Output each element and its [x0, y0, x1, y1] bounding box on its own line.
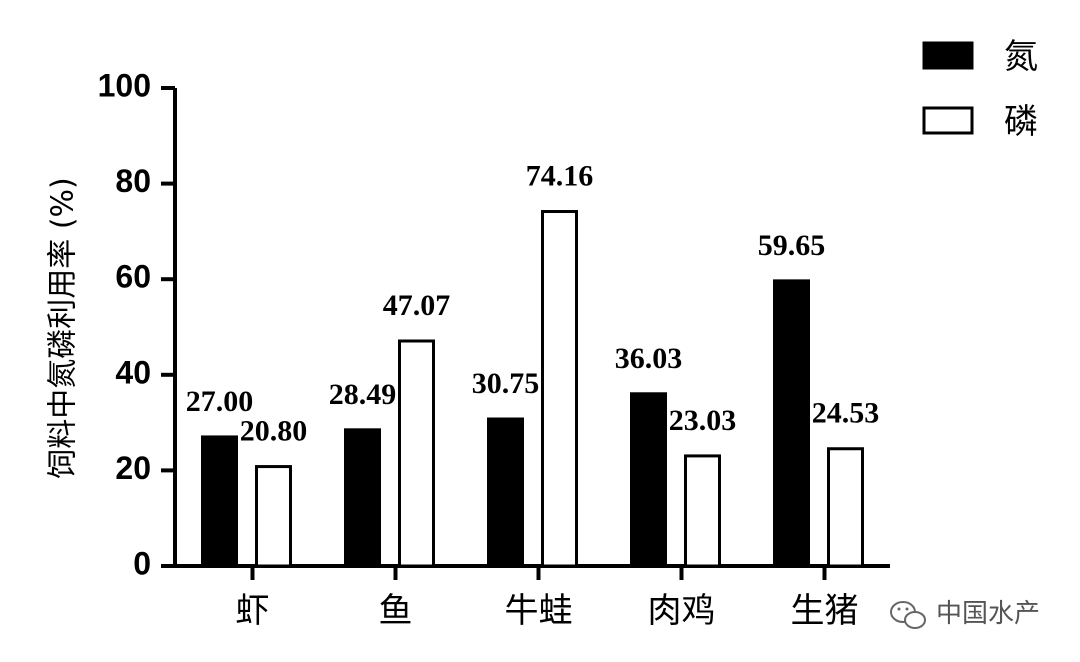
data-label: 27.00 [186, 385, 254, 418]
y-tick-label: 100 [98, 67, 151, 103]
bar-nitrogen [487, 417, 524, 568]
bar-phosphorus [684, 454, 721, 568]
bar-nitrogen [630, 392, 667, 568]
y-tick-label: 20 [115, 450, 151, 486]
legend-swatch-nitrogen [922, 41, 974, 70]
y-tick-label: 0 [133, 545, 151, 581]
y-axis-label: 饲料中氮磷利用率 (%) [46, 177, 81, 478]
x-tick-label: 生猪 [791, 591, 859, 631]
legend-swatch-phosphorus [922, 106, 974, 135]
data-label: 20.80 [240, 415, 308, 448]
legend-label-phosphorus: 磷 [1004, 102, 1038, 142]
bar-phosphorus [827, 447, 864, 568]
bar-nitrogen [201, 435, 238, 568]
data-label: 30.75 [472, 367, 540, 400]
watermark: 中国水产 [890, 599, 1040, 629]
watermark-text: 中国水产 [936, 599, 1040, 629]
bar-phosphorus [398, 339, 435, 568]
x-tick-label: 肉鸡 [648, 591, 716, 631]
axes: 0 20 40 60 80 100 虾 鱼 牛蛙 肉鸡 生猪 [98, 67, 890, 631]
x-tick-label: 鱼 [379, 591, 413, 631]
data-label: 47.07 [383, 289, 451, 322]
y-tick-label: 80 [115, 163, 151, 199]
legend: 氮 磷 [922, 37, 1038, 142]
data-label: 28.49 [329, 378, 397, 411]
bar-nitrogen [344, 428, 381, 568]
y-tick-label: 60 [115, 259, 151, 295]
bar-nitrogen [773, 279, 810, 568]
legend-label-nitrogen: 氮 [1004, 37, 1038, 77]
wechat-icon [890, 601, 926, 629]
data-label: 59.65 [758, 229, 826, 262]
bar-phosphorus [255, 465, 292, 568]
data-label: 36.03 [615, 342, 683, 375]
data-label: 24.53 [812, 397, 880, 430]
x-tick-label: 牛蛙 [505, 591, 573, 631]
bars [201, 210, 864, 568]
data-label: 74.16 [526, 160, 594, 193]
data-label: 23.03 [669, 404, 737, 437]
bar-phosphorus [541, 210, 578, 568]
y-tick-label: 40 [115, 354, 151, 390]
x-tick-label: 虾 [236, 591, 270, 631]
